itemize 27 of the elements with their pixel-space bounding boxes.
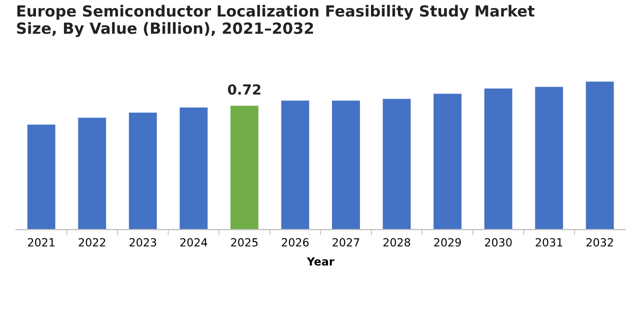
x-tick-label: 2024 (180, 238, 208, 247)
x-tick-label: 2031 (536, 238, 562, 247)
bar (78, 118, 106, 230)
x-tick-label: 2032 (586, 238, 613, 247)
x-tick-label: 2025 (231, 238, 258, 247)
x-tick-label: 2027 (332, 238, 360, 247)
x-tick-label: 2030 (484, 238, 512, 247)
x-tick-label: 2021 (28, 238, 54, 247)
chart-title: Europe Semiconductor Localization Feasibility Study Market Size, By Value (Billion), 2021–2032 (17, 4, 534, 38)
bar (332, 100, 360, 230)
bar (27, 124, 56, 230)
bar (382, 98, 411, 230)
bar (586, 82, 614, 230)
x-tick-label: 2028 (383, 238, 410, 247)
bar (128, 112, 157, 230)
x-tick-label: 2029 (434, 238, 461, 247)
x-tick-label: 2026 (282, 238, 309, 247)
bar (434, 94, 462, 230)
bar (180, 107, 208, 230)
x-tick-label: 2022 (78, 238, 106, 247)
bar (484, 88, 512, 230)
bar (281, 100, 310, 230)
x-tick-label: 2023 (130, 238, 156, 247)
x-axis-title: Year (306, 257, 334, 266)
bar (230, 106, 258, 230)
bar (535, 86, 564, 230)
data-label: 0.72 (228, 84, 260, 95)
